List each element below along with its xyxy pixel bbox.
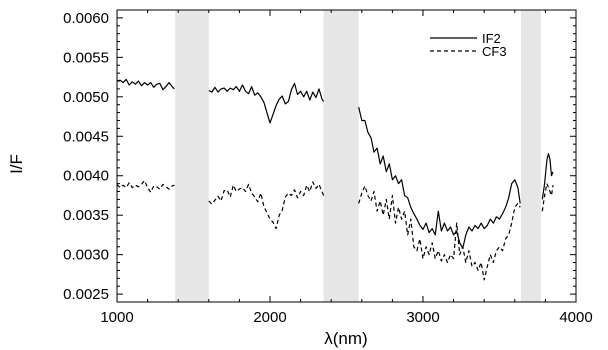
y-tick-label: 0.0060 <box>63 10 109 27</box>
y-tick-label: 0.0045 <box>63 128 109 145</box>
y-axis-label: I/F <box>7 154 26 174</box>
series-if2-segment-1 <box>116 78 175 91</box>
series-cf3-segment-2 <box>208 181 325 230</box>
x-tick-label: 4000 <box>559 309 592 326</box>
x-tick-label: 1000 <box>100 309 133 326</box>
series-if2-segment-3 <box>358 106 521 249</box>
series-cf3-segment-1 <box>116 179 175 193</box>
masked-band-2 <box>323 10 359 302</box>
masked-band-group <box>175 10 541 302</box>
series-cf3-segment-3 <box>358 185 521 281</box>
y-tick-label: 0.0025 <box>63 286 109 303</box>
series-group <box>116 78 554 281</box>
legend-label-if2: IF2 <box>482 31 501 46</box>
series-if2-segment-2 <box>208 82 325 124</box>
legend: IF2 CF3 <box>430 31 507 59</box>
tick-group: 1000 2000 3000 4000 0.0025 0.0030 0.0035 0.0040… <box>63 10 593 326</box>
series-if2-segment-4 <box>541 153 554 200</box>
series-cf3-segment-4 <box>541 183 554 212</box>
masked-band-1 <box>175 10 209 302</box>
plot-frame <box>116 9 577 303</box>
y-tick-label: 0.0055 <box>63 49 109 66</box>
masked-band-3 <box>520 10 541 302</box>
legend-label-cf3: CF3 <box>482 44 507 59</box>
y-tick-label: 0.0050 <box>63 89 109 106</box>
x-axis-label: λ(nm) <box>324 329 367 348</box>
y-tick-label: 0.0040 <box>63 168 109 185</box>
x-tick-label: 3000 <box>406 309 439 326</box>
y-tick-label: 0.0035 <box>63 207 109 224</box>
x-tick-label: 2000 <box>253 309 286 326</box>
y-tick-label: 0.0030 <box>63 247 109 264</box>
